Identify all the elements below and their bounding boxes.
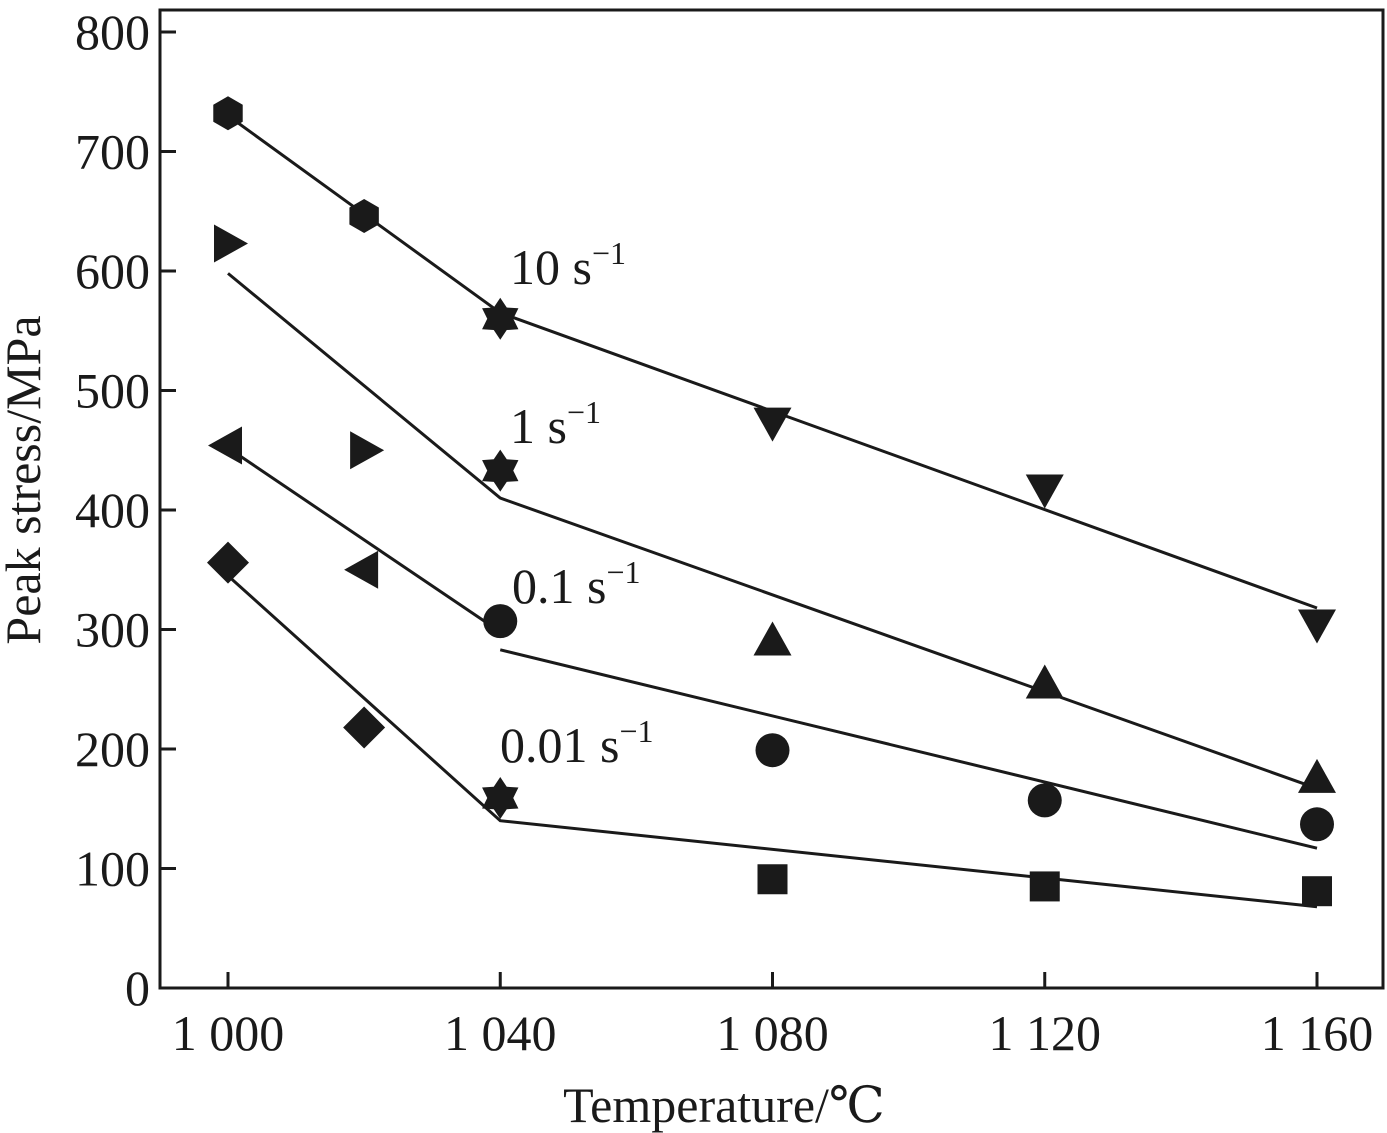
y-axis-ticks: 0 100 200 300 400 500 600 700 800	[75, 4, 176, 1016]
square-marker	[1029, 871, 1060, 902]
y-tick-label: 0	[125, 960, 150, 1016]
triangle-right-marker	[214, 224, 248, 263]
plot-border	[158, 8, 1385, 990]
triangle-right-marker	[350, 431, 385, 470]
diamond-marker	[343, 706, 386, 749]
triangle-down-marker	[1298, 609, 1336, 644]
star-marker	[482, 776, 519, 819]
y-tick-label: 400	[75, 482, 150, 538]
series-label: 0.01 s−1	[500, 713, 654, 773]
x-axis-ticks: 1 000 1 040 1 080 1 120 1 160	[172, 972, 1374, 1061]
series-label: 1 s−1	[510, 394, 601, 454]
series-label-exponent: −1	[567, 394, 601, 430]
circle-marker	[1300, 807, 1334, 842]
x-tick-label: 1 040	[444, 1005, 557, 1061]
triangle-down-marker	[1025, 474, 1064, 509]
series-label-text: 0.01 s	[500, 717, 619, 773]
hexagon-marker	[349, 199, 379, 234]
circle-marker	[1027, 783, 1062, 818]
y-tick-label: 200	[75, 721, 150, 777]
y-tick-label: 700	[75, 124, 150, 180]
hexagon-marker	[213, 96, 243, 131]
y-tick-label: 300	[75, 602, 150, 658]
plot-frame	[158, 8, 1385, 990]
data-markers	[207, 96, 1336, 907]
y-tick-label: 100	[75, 841, 150, 897]
fit-line	[499, 648, 1318, 850]
triangle-left-marker	[344, 550, 379, 589]
diamond-marker	[207, 541, 249, 584]
circle-marker	[483, 604, 518, 639]
x-tick-label: 1 000	[172, 1005, 285, 1061]
series-label: 0.1 s−1	[512, 554, 641, 614]
fit-line	[227, 272, 1318, 790]
square-marker	[1302, 876, 1332, 907]
series-label-exponent: −1	[606, 554, 640, 590]
triangle-down-marker	[753, 407, 792, 442]
star-marker	[482, 297, 519, 340]
series-label-text: 0.1 s	[512, 558, 606, 614]
x-tick-label: 1 120	[989, 1005, 1102, 1061]
fit-line	[227, 446, 502, 634]
square-marker	[757, 864, 788, 895]
series-label-text: 10 s	[510, 239, 592, 295]
x-tick-label: 1 080	[716, 1005, 829, 1061]
star-marker	[482, 449, 519, 492]
y-tick-label: 600	[75, 243, 150, 299]
fit-line	[227, 114, 1318, 610]
x-axis-title: Temperature/℃	[563, 1077, 885, 1133]
series-labels: 10 s−11 s−10.1 s−10.01 s−1	[500, 235, 654, 773]
x-tick-label: 1 160	[1261, 1005, 1374, 1061]
triangle-up-marker	[1298, 758, 1336, 793]
y-tick-label: 800	[75, 4, 150, 60]
fit-lines	[226, 114, 1318, 909]
triangle-up-marker	[753, 621, 792, 656]
series-label: 10 s−1	[510, 235, 626, 295]
triangle-up-marker	[1025, 664, 1064, 699]
triangle-left-marker	[208, 426, 242, 465]
series-label-exponent: −1	[619, 713, 653, 749]
series-label-exponent: −1	[592, 235, 626, 271]
y-axis-title: Peak stress/MPa	[0, 315, 51, 644]
circle-marker	[755, 733, 790, 768]
y-tick-label: 500	[75, 363, 150, 419]
series-label-text: 1 s	[510, 398, 567, 454]
